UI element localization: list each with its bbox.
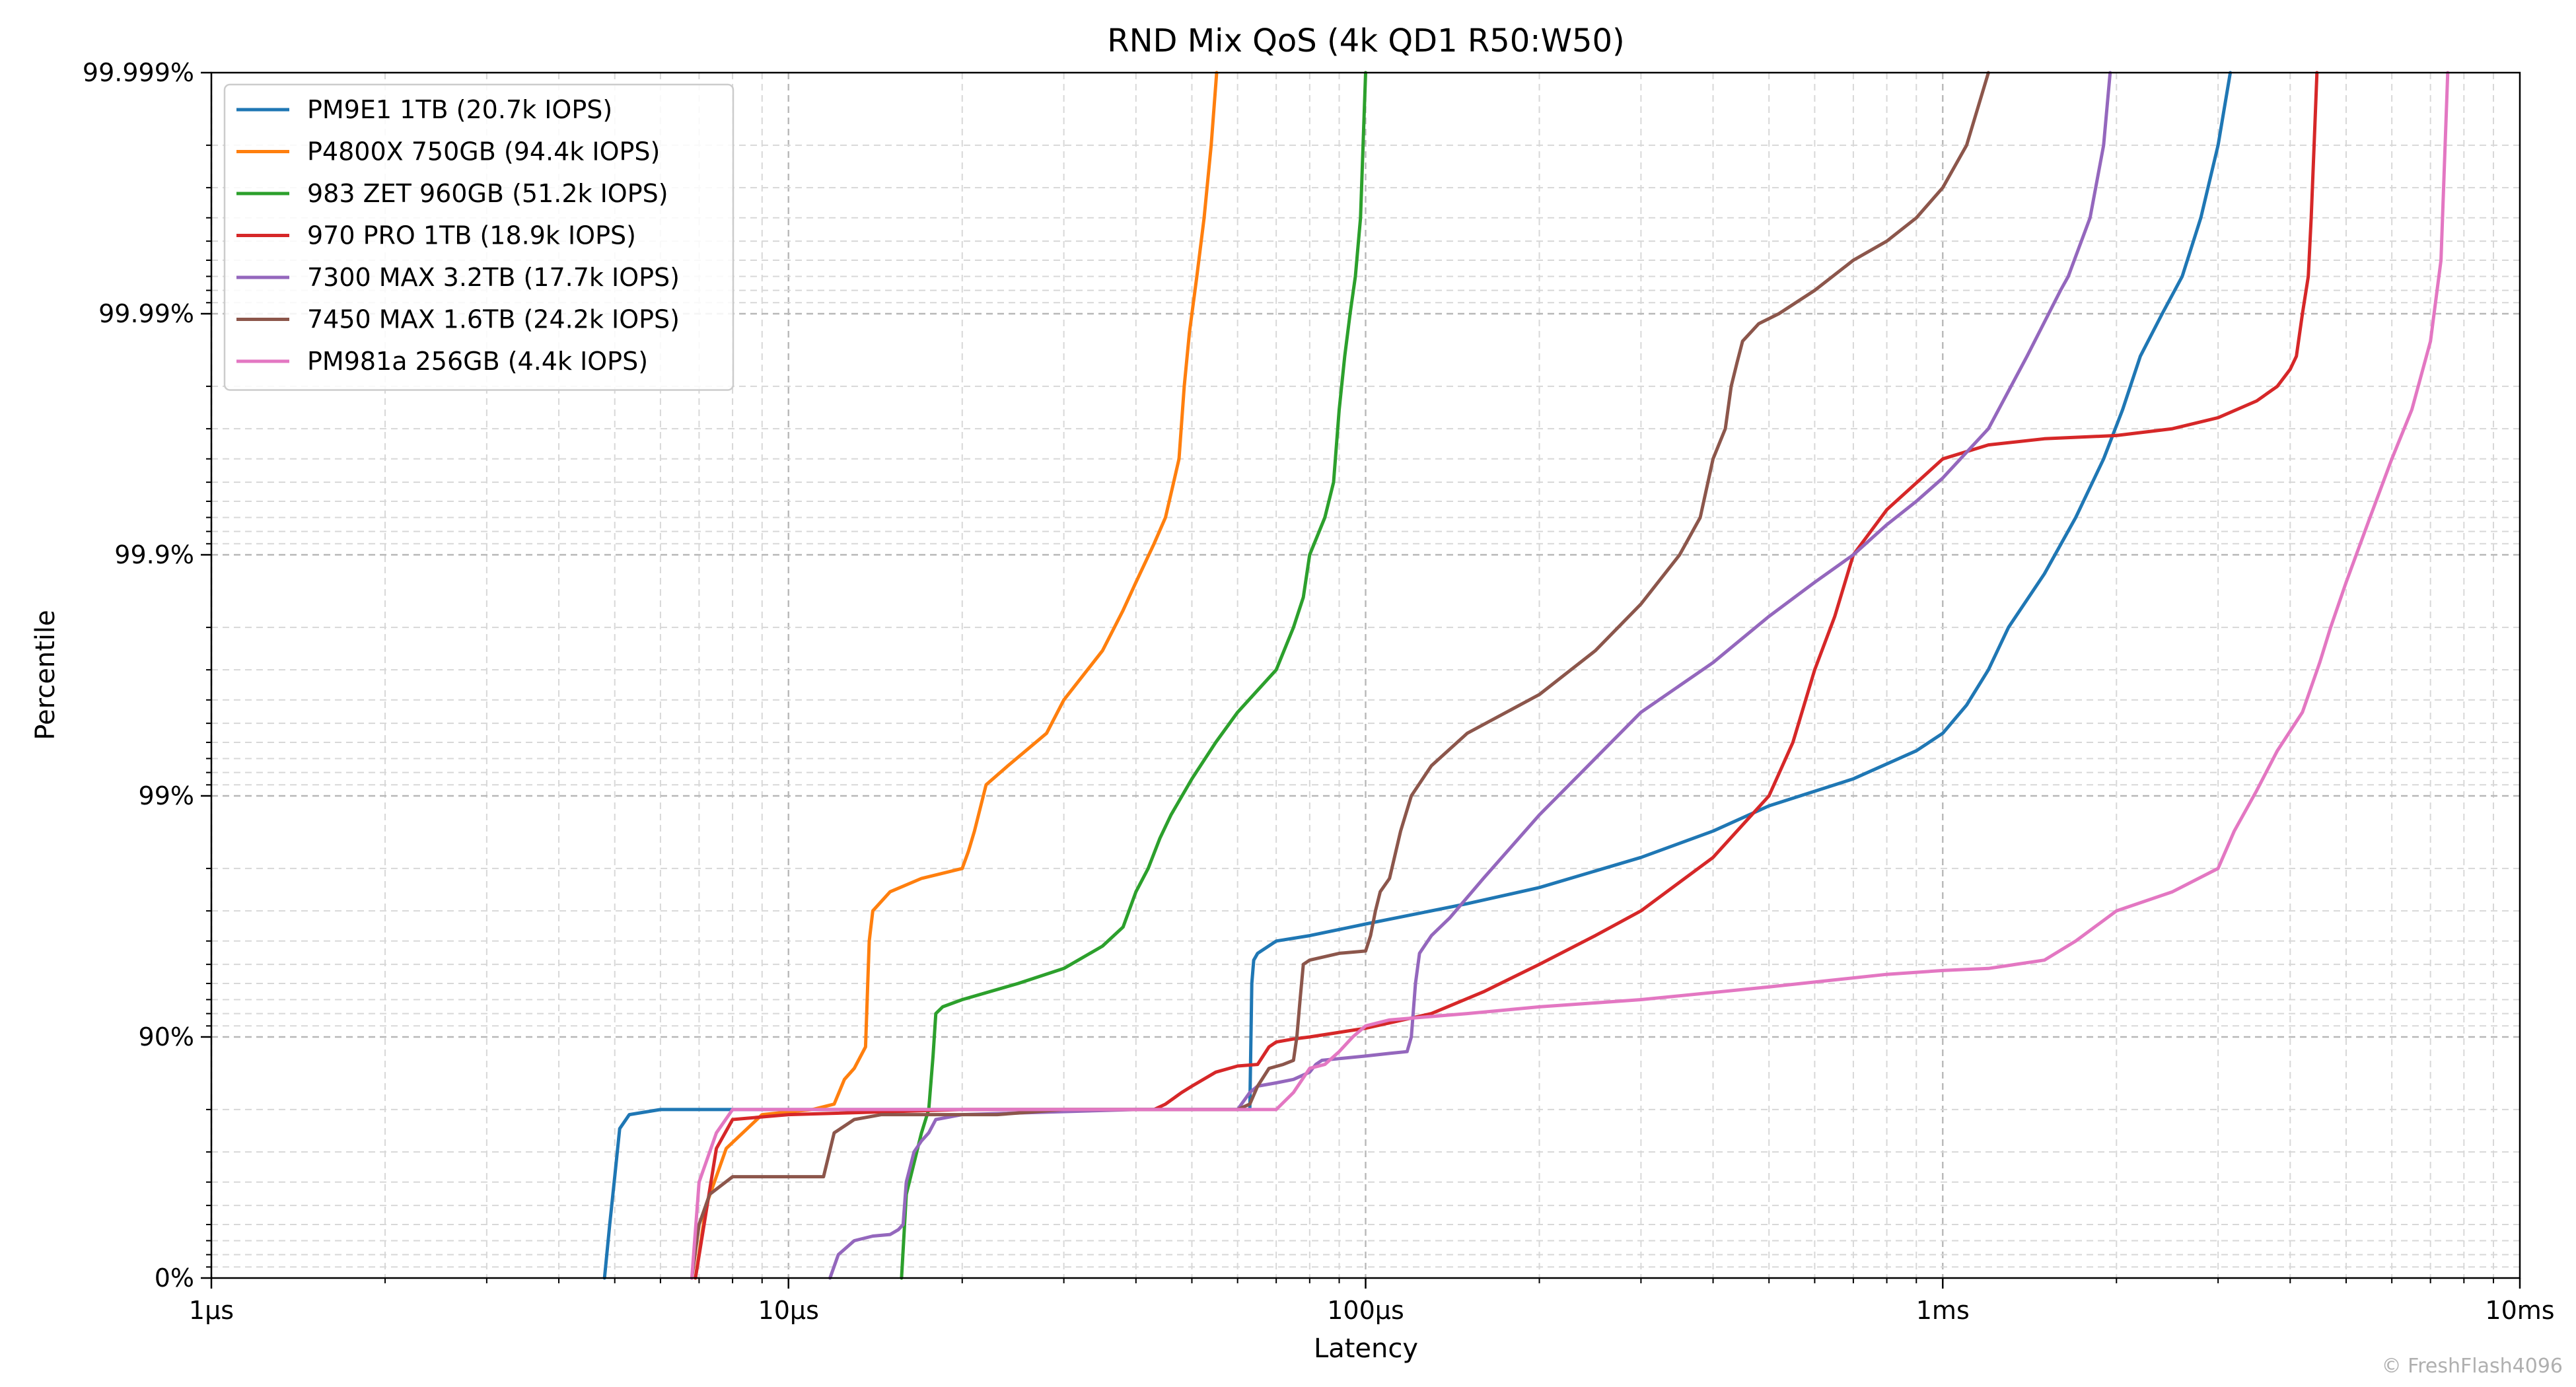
x-tick-label: 10ms xyxy=(2485,1296,2554,1325)
x-tick-label: 1µs xyxy=(189,1296,234,1325)
legend-box xyxy=(223,83,734,391)
chart-title: RND Mix QoS (4k QD1 R50:W50) xyxy=(1107,22,1625,59)
x-tick-label: 100µs xyxy=(1327,1296,1404,1325)
series-line-2 xyxy=(694,71,1219,1280)
legend: PM9E1 1TB (20.7k IOPS) P4800X 750GB (94.4… xyxy=(223,83,734,391)
legend-label: 983 ZET 960GB (51.2k IOPS) xyxy=(307,179,668,208)
series-lines xyxy=(602,71,2450,1280)
series-line-4 xyxy=(694,71,2319,1280)
axis-ticks: 1µs 10µs 100µs 1ms 10ms 0% 90% 99% 99.9% 99.99% 99… xyxy=(83,58,2555,1325)
x-tick-label: 10µs xyxy=(758,1296,819,1325)
y-tick-label: 90% xyxy=(139,1022,194,1051)
copyright-text: © FreshFlash4096 xyxy=(2382,1355,2563,1378)
y-tick-label: 99.999% xyxy=(83,58,194,87)
legend-label: P4800X 750GB (94.4k IOPS) xyxy=(307,137,660,166)
legend-label: 7300 MAX 3.2TB (17.7k IOPS) xyxy=(307,263,680,292)
x-axis-title: Latency xyxy=(1314,1334,1418,1364)
legend-label: 970 PRO 1TB (18.9k IOPS) xyxy=(307,221,636,250)
x-tick-label: 1ms xyxy=(1916,1296,1970,1325)
y-tick-label: 99% xyxy=(139,781,194,810)
legend-label: PM981a 256GB (4.4k IOPS) xyxy=(307,347,648,376)
y-tick-label: 99.99% xyxy=(98,299,194,328)
legend-label: 7450 MAX 1.6TB (24.2k IOPS) xyxy=(307,305,680,334)
series-line-6 xyxy=(690,71,1990,1280)
series-line-7 xyxy=(690,71,2450,1280)
y-axis-title: Percentile xyxy=(30,610,61,740)
series-line-3 xyxy=(900,71,1367,1280)
legend-label: PM9E1 1TB (20.7k IOPS) xyxy=(307,95,612,124)
y-tick-label: 99.9% xyxy=(114,540,194,569)
series-line-5 xyxy=(828,71,2112,1280)
y-tick-label: 0% xyxy=(155,1263,194,1293)
